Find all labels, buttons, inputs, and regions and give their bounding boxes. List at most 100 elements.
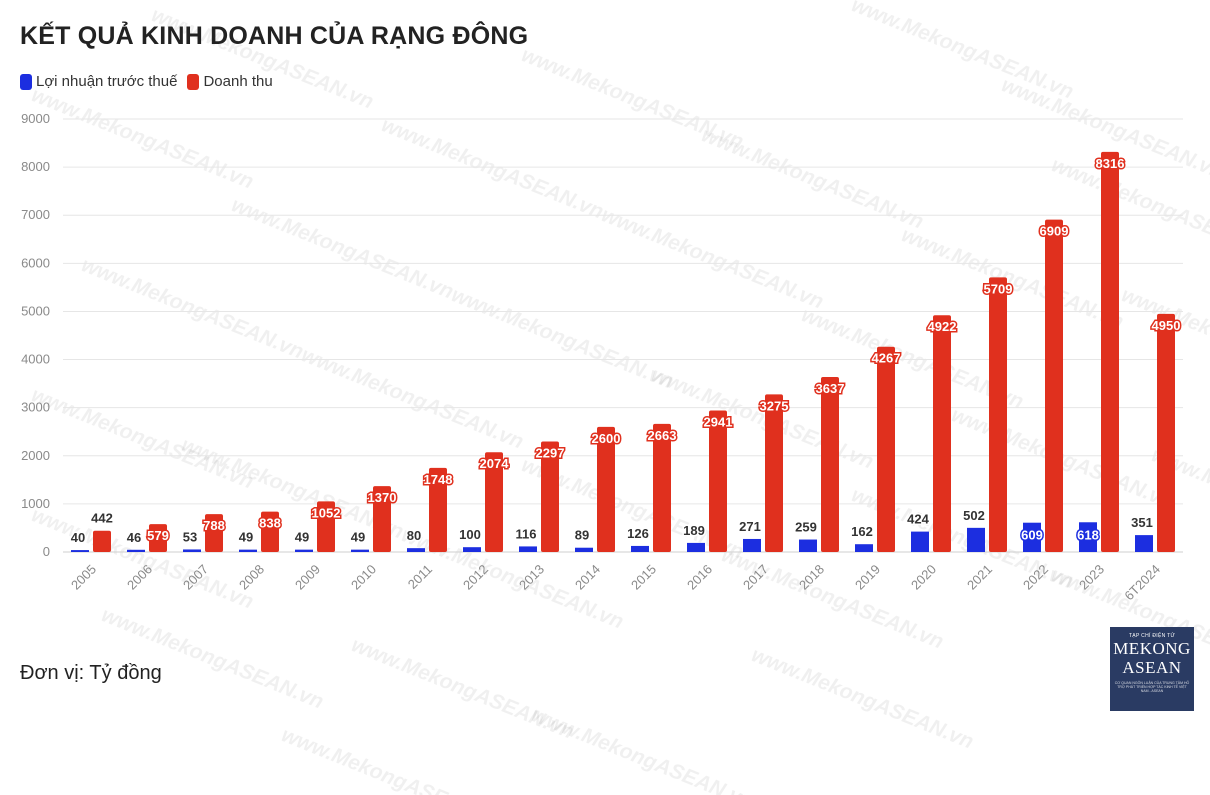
data-label-revenue: 2600 xyxy=(592,431,621,446)
legend-label-revenue: Doanh thu xyxy=(203,73,273,90)
unit-note: Đơn vị: Tỷ đồng xyxy=(20,662,162,684)
data-label-profit: 80 xyxy=(407,528,421,543)
watermark-text: www.MekongASEAN.vn xyxy=(28,83,257,193)
data-label-revenue: 2663 xyxy=(648,428,677,443)
x-tick-label: 2011 xyxy=(405,562,435,592)
x-tick-label: 2020 xyxy=(908,562,939,593)
x-tick-label: 2005 xyxy=(68,562,99,593)
bar-revenue xyxy=(877,346,895,552)
data-label-revenue: 3637 xyxy=(816,381,845,396)
y-tick-label: 9000 xyxy=(21,111,50,126)
data-label-revenue: 4922 xyxy=(928,319,957,334)
logo-line1: MEKONG xyxy=(1113,639,1191,658)
watermark-text: www.MekongASEAN.vn xyxy=(148,3,377,113)
y-tick-label: 1000 xyxy=(21,496,50,511)
bar-profit xyxy=(631,545,649,552)
data-label-profit: 502 xyxy=(963,508,985,523)
data-label-revenue: 788 xyxy=(203,518,225,533)
watermark-text: www.MekongASEAN.vn xyxy=(648,363,877,473)
watermark-text: www.MekongASEAN.vn xyxy=(98,603,327,713)
bar-profit xyxy=(295,549,313,552)
data-label-revenue: 6909 xyxy=(1040,224,1069,239)
data-label-revenue: 442 xyxy=(91,511,113,526)
bar-profit xyxy=(351,549,369,552)
bar-profit xyxy=(743,538,761,552)
legend-swatch-revenue xyxy=(187,73,200,90)
bar-revenue xyxy=(765,394,783,552)
bar-profit xyxy=(575,547,593,552)
y-tick-label: 3000 xyxy=(21,400,50,415)
data-label-revenue: 5709 xyxy=(984,281,1013,296)
data-label-profit: 53 xyxy=(183,529,197,544)
bar-revenue xyxy=(653,423,671,552)
data-label-revenue: 2941 xyxy=(704,415,733,430)
logo-small-text: TẠP CHÍ ĐIỆN TỬ xyxy=(1128,633,1176,639)
bar-profit xyxy=(71,550,89,552)
watermark-text: www.MekongASEAN.vn xyxy=(278,723,507,795)
x-tick-label: 2010 xyxy=(348,562,379,593)
data-label-profit: 49 xyxy=(351,530,365,545)
bar-revenue xyxy=(149,524,167,552)
legend-item-profit[interactable]: Lợi nhuận trước thuế xyxy=(20,73,177,90)
y-tick-label: 0 xyxy=(43,544,50,559)
bar-revenue xyxy=(1045,219,1063,552)
data-label-profit: 46 xyxy=(127,530,141,545)
data-label-revenue: 4950 xyxy=(1152,318,1181,333)
watermark-text: www.MekongASEAN.vn xyxy=(598,203,827,313)
y-tick-label: 7000 xyxy=(21,207,50,222)
data-label-revenue: 1748 xyxy=(424,472,453,487)
bar-profit xyxy=(911,531,929,552)
logo-line2: ASEAN xyxy=(1122,658,1182,677)
x-tick-label: 2014 xyxy=(572,562,603,593)
data-label-profit: 609 xyxy=(1021,528,1043,543)
y-tick-label: 6000 xyxy=(21,255,50,270)
watermark-text: www.MekongASEAN.vn xyxy=(228,193,457,303)
data-label-profit: 189 xyxy=(683,523,705,538)
bar-profit xyxy=(1079,522,1097,552)
data-label-revenue: 2074 xyxy=(480,456,510,471)
data-label-profit: 271 xyxy=(739,519,761,534)
bar-profit xyxy=(967,527,985,552)
legend-item-revenue[interactable]: Doanh thu xyxy=(187,73,273,90)
bar-revenue xyxy=(373,486,391,552)
data-label-profit: 126 xyxy=(627,526,649,541)
bar-revenue xyxy=(597,426,615,552)
data-label-profit: 49 xyxy=(295,530,309,545)
data-label-revenue: 579 xyxy=(147,528,169,543)
legend-label-profit: Lợi nhuận trước thuế xyxy=(36,73,178,90)
x-tick-label: 2021 xyxy=(964,562,995,593)
watermark-text: www.MekongASEAN.vn xyxy=(718,543,947,653)
bar-revenue xyxy=(989,277,1007,552)
bar-revenue xyxy=(1157,313,1175,552)
watermark-text: www.MekongASEAN.vn xyxy=(448,283,677,393)
data-label-revenue: 2297 xyxy=(536,445,565,460)
bar-profit xyxy=(127,549,145,552)
bar-revenue xyxy=(541,441,559,552)
bar-revenue xyxy=(93,530,111,552)
chart-title: KẾT QUẢ KINH DOANH CỦA RẠNG ĐÔNG xyxy=(20,22,529,50)
data-label-profit: 89 xyxy=(575,528,589,543)
watermark-text: www.MekongASEAN.vn xyxy=(78,253,307,363)
watermark-text: www.MekongASEAN.vn xyxy=(528,703,757,795)
x-tick-label: 2009 xyxy=(292,562,323,593)
bar-revenue xyxy=(205,514,223,552)
bar-profit xyxy=(855,544,873,552)
y-tick-label: 4000 xyxy=(21,352,50,367)
data-label-revenue: 1052 xyxy=(312,505,341,520)
bar-profit xyxy=(183,549,201,552)
watermark-text: www.MekongASEAN.vn xyxy=(28,383,257,493)
bar-profit xyxy=(687,542,705,552)
data-label-profit: 618 xyxy=(1077,527,1099,542)
y-tick-label: 5000 xyxy=(21,303,50,318)
data-label-profit: 162 xyxy=(851,524,873,539)
bar-profit xyxy=(1135,535,1153,552)
data-label-profit: 424 xyxy=(907,512,929,527)
data-label-revenue: 3275 xyxy=(760,398,789,413)
bar-revenue xyxy=(821,377,839,552)
logo-tiny-text: CƠ QUAN NGÔN LUẬN CỦA TRUNG TÂM HỖ TRỢ P… xyxy=(1114,681,1190,693)
bar-revenue xyxy=(1101,151,1119,552)
bar-revenue xyxy=(317,501,335,552)
x-tick-label: 2019 xyxy=(852,562,883,593)
x-tick-label: 2016 xyxy=(684,562,715,593)
x-tick-label: 2015 xyxy=(628,562,659,593)
